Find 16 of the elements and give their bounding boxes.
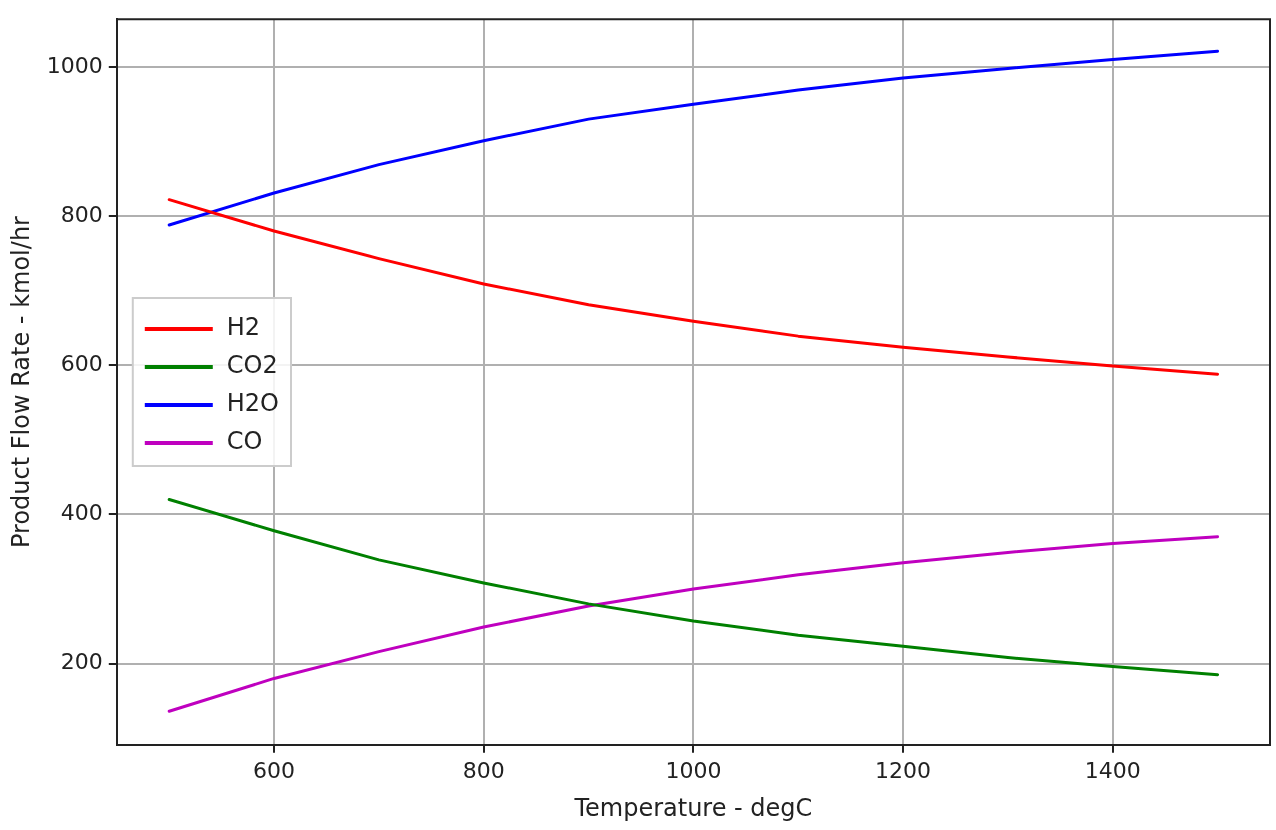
x-tick-label: 1400 (1084, 757, 1141, 783)
x-tick-label: 600 (253, 757, 296, 783)
legend-label: CO2 (226, 351, 278, 380)
y-tick-label: 800 (60, 201, 103, 227)
legend-label: H2O (226, 389, 280, 418)
legend-label: CO (226, 427, 263, 456)
y-axis-title: Product Flow Rate - kmol/hr (6, 215, 35, 548)
x-axis-title: Temperature - degC (573, 793, 813, 822)
x-tick-label: 1000 (665, 757, 722, 783)
x-tick-label: 800 (462, 757, 505, 783)
y-tick-label: 400 (60, 500, 103, 526)
legend-label: H2 (226, 313, 261, 342)
y-tick-label: 1000 (46, 52, 103, 78)
y-tick-label: 600 (60, 350, 103, 376)
x-tick-label: 1200 (875, 757, 932, 783)
y-tick-label: 200 (60, 649, 103, 675)
